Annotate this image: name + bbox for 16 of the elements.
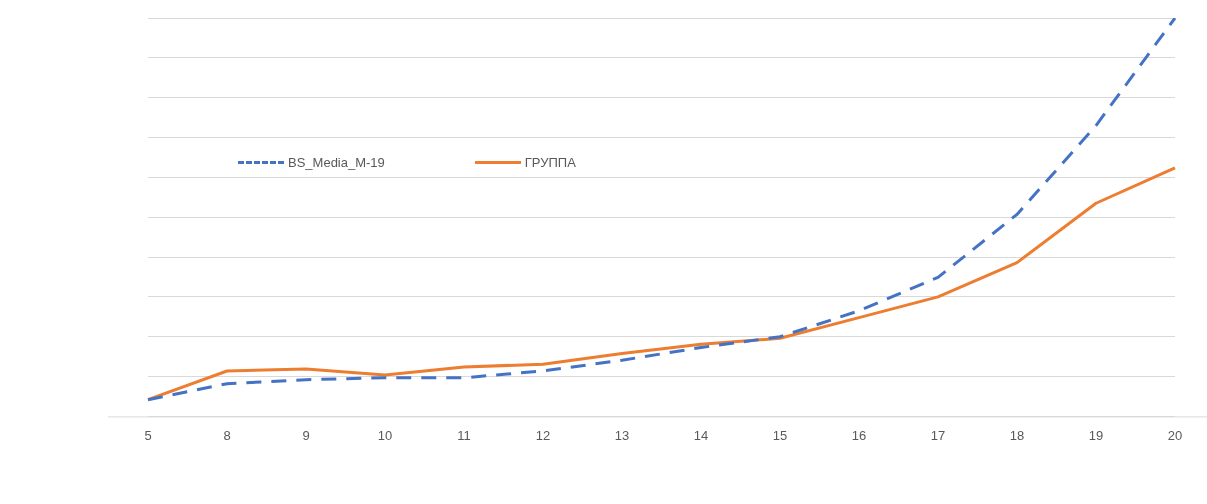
legend-label: BS_Media_M-19 — [288, 155, 385, 170]
x-tick-label: 5 — [144, 427, 152, 443]
x-tick-label: 10 — [377, 427, 393, 443]
x-tick-label: 18 — [1009, 427, 1025, 443]
x-tick-label: 9 — [302, 427, 310, 443]
x-tick-label: 13 — [614, 427, 630, 443]
x-tick-label: 20 — [1167, 427, 1183, 443]
x-tick-label: 15 — [772, 427, 788, 443]
x-tick-label: 17 — [930, 427, 946, 443]
legend-label: ГРУППА — [524, 155, 576, 170]
x-tick-label: 16 — [851, 427, 867, 443]
x-tick-label: 12 — [535, 427, 551, 443]
x-tick-label: 19 — [1088, 427, 1104, 443]
x-tick-label: 11 — [457, 427, 471, 443]
x-tick-label: 14 — [693, 427, 709, 443]
x-tick-label: 8 — [223, 427, 231, 443]
